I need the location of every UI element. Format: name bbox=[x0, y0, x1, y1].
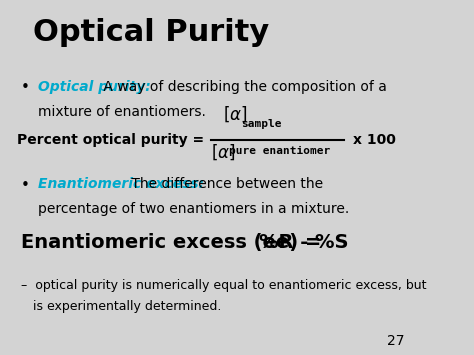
Text: •: • bbox=[21, 178, 30, 192]
Text: x 100: x 100 bbox=[353, 133, 396, 147]
Text: %R - %S: %R - %S bbox=[259, 233, 348, 252]
Text: pure enantiomer: pure enantiomer bbox=[229, 146, 330, 155]
Text: percentage of two enantiomers in a mixture.: percentage of two enantiomers in a mixtu… bbox=[37, 202, 349, 215]
Text: $[\alpha]$: $[\alpha]$ bbox=[223, 105, 248, 124]
Text: sample: sample bbox=[241, 119, 282, 129]
Text: Optical Purity: Optical Purity bbox=[33, 18, 270, 47]
Text: is experimentally determined.: is experimentally determined. bbox=[21, 300, 221, 313]
Text: A way of describing the composition of a: A way of describing the composition of a bbox=[100, 80, 387, 94]
Text: 27: 27 bbox=[387, 334, 405, 348]
Text: –  optical purity is numerically equal to enantiomeric excess, but: – optical purity is numerically equal to… bbox=[21, 279, 427, 292]
Text: Enantiomeric excess:: Enantiomeric excess: bbox=[37, 178, 204, 191]
Text: Enantiomeric excess (ee) =: Enantiomeric excess (ee) = bbox=[21, 233, 321, 252]
Text: Optical purity:: Optical purity: bbox=[37, 80, 150, 94]
Text: mixture of enantiomers.: mixture of enantiomers. bbox=[37, 105, 205, 119]
Text: •: • bbox=[21, 80, 30, 95]
Text: $[\alpha]$: $[\alpha]$ bbox=[211, 142, 236, 162]
Text: Percent optical purity =: Percent optical purity = bbox=[17, 133, 209, 147]
Text: The difference between the: The difference between the bbox=[128, 178, 323, 191]
